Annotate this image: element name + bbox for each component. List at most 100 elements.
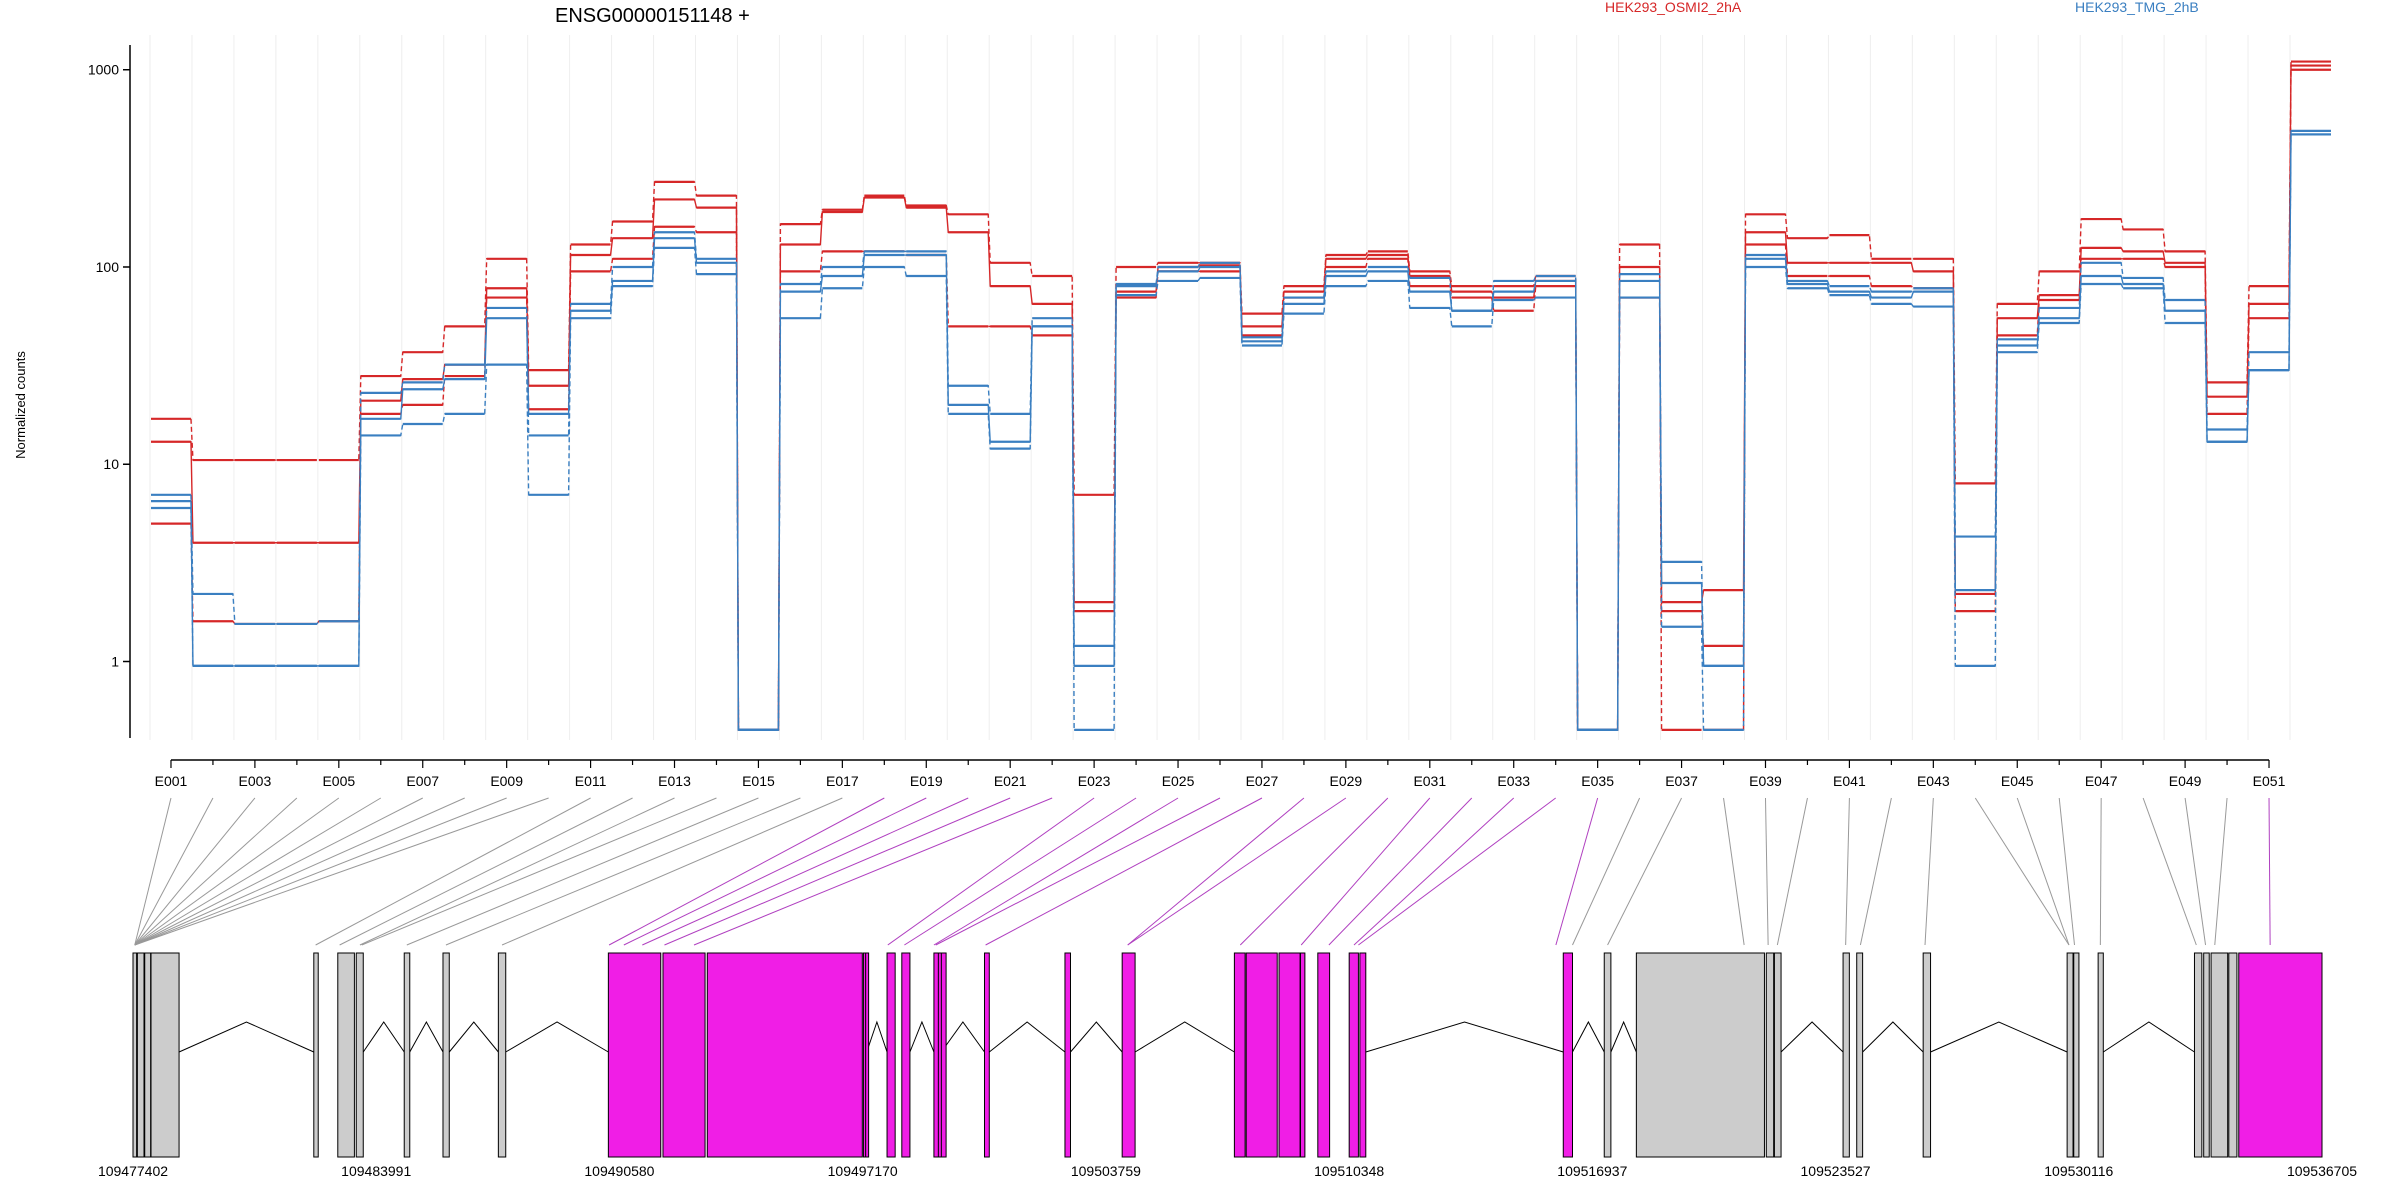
exon-connector <box>1556 798 1598 945</box>
exon-block <box>1774 953 1781 1157</box>
intron-line <box>1135 1022 1234 1052</box>
exon-block-highlighted <box>1349 953 1358 1157</box>
exon-connector <box>360 798 675 945</box>
genomic-tick-label: 109503759 <box>1071 1163 1141 1179</box>
x-tick-label: E045 <box>2001 773 2034 789</box>
exon-block <box>2067 953 2073 1157</box>
x-tick-label: E001 <box>155 773 188 789</box>
x-tick-label: E031 <box>1413 773 1446 789</box>
exon-block <box>2074 953 2079 1157</box>
intron-line <box>1070 1022 1122 1052</box>
exon-connector <box>407 798 759 945</box>
exon-block-highlighted <box>866 953 869 1157</box>
exon-connector <box>986 798 1262 945</box>
legend-entry-osmi2: HEK293_OSMI2_2hA <box>1605 0 1742 15</box>
x-tick-label: E041 <box>1833 773 1866 789</box>
genomic-tick-label: 109523527 <box>1801 1163 1871 1179</box>
exon-connector <box>316 798 591 945</box>
genomic-tick-label: 109477402 <box>98 1163 168 1179</box>
genomic-tick-label: 109510348 <box>1314 1163 1384 1179</box>
exon-block-highlighted <box>608 953 660 1157</box>
intron-line <box>867 1022 887 1052</box>
exon-connector <box>135 798 381 945</box>
x-tick-label: E011 <box>575 773 607 789</box>
genomic-coordinate-axis: 109477402 109483991 109490580 109497170 1095… <box>98 1163 2357 1179</box>
genomic-tick-label: 109530116 <box>2044 1163 2113 1179</box>
exon-connector <box>1354 798 1514 945</box>
exon-connector <box>1777 798 1807 945</box>
x-tick-label: E029 <box>1330 773 1363 789</box>
exon-connector <box>2269 798 2270 945</box>
exon-connector <box>1128 798 1304 945</box>
intron-line <box>2103 1022 2194 1052</box>
genomic-tick-label: 109497170 <box>828 1163 898 1179</box>
x-tick-label: E007 <box>406 773 439 789</box>
x-tick-label: E043 <box>1917 773 1950 789</box>
x-tick-label: E021 <box>994 773 1027 789</box>
exon-block <box>2098 953 2103 1157</box>
exon-connector <box>1975 798 2069 945</box>
exon-connector <box>1572 798 1639 945</box>
exon-block <box>2211 953 2228 1157</box>
y-tick-label: 10 <box>103 456 119 472</box>
exon-connector <box>664 798 1010 945</box>
exon-connector <box>1608 798 1682 945</box>
exon-block <box>137 953 144 1157</box>
x-tick-label: E047 <box>2085 773 2118 789</box>
exon-block <box>1843 953 1849 1157</box>
exon-block-highlighted <box>1122 953 1135 1157</box>
exon-block <box>1923 953 1930 1157</box>
exon-block-highlighted <box>707 953 862 1157</box>
x-tick-label: E025 <box>1162 773 1195 789</box>
exon-block-highlighted <box>1318 953 1330 1157</box>
y-tick-label: 100 <box>96 259 120 275</box>
exon-block-highlighted <box>1246 953 1277 1157</box>
x-tick-label: E003 <box>239 773 272 789</box>
x-tick-label: E027 <box>1246 773 1279 789</box>
exon-block-highlighted <box>938 953 941 1157</box>
y-tick-label: 1 <box>111 654 119 670</box>
exon-block <box>443 953 449 1157</box>
exon-connector <box>1925 798 1933 945</box>
x-tick-label: E049 <box>2169 773 2202 789</box>
exon-connector <box>135 798 507 945</box>
y-axis-label: Normalized counts <box>13 351 28 459</box>
exon-connector <box>624 798 926 945</box>
exon-gridlines <box>150 35 2290 740</box>
exon-block-highlighted <box>1279 953 1300 1157</box>
exon-block <box>2229 953 2237 1157</box>
exon-block <box>145 953 151 1157</box>
exon-connector <box>1860 798 1891 945</box>
intron-line <box>1863 1022 1924 1052</box>
exon-block-highlighted <box>1300 953 1304 1157</box>
exon-block-highlighted <box>1563 953 1572 1157</box>
exon-block <box>338 953 355 1157</box>
exon-block-highlighted <box>887 953 895 1157</box>
exon-connector <box>1329 798 1472 945</box>
exon-block-highlighted <box>1065 953 1071 1157</box>
genomic-tick-label: 109536705 <box>2287 1163 2357 1179</box>
genomic-tick-label: 109516937 <box>1557 1163 1627 1179</box>
exon-block-highlighted <box>902 953 910 1157</box>
x-tick-label: E051 <box>2253 773 2286 789</box>
x-tick-label: E005 <box>322 773 355 789</box>
exon-block-highlighted <box>1234 953 1245 1157</box>
intron-line <box>1781 1022 1843 1052</box>
exon-block <box>151 953 179 1157</box>
exon-connector <box>135 798 423 945</box>
x-tick-label: E023 <box>1078 773 1111 789</box>
exon-block-highlighted <box>984 953 989 1157</box>
x-tick-label: E035 <box>1581 773 1614 789</box>
exon-connector <box>1724 798 1745 945</box>
x-tick-label: E033 <box>1497 773 1530 789</box>
y-tick-label: 1000 <box>88 62 119 78</box>
intron-line <box>941 1022 984 1052</box>
exon-connector <box>135 798 213 945</box>
exon-connector <box>1846 798 1850 945</box>
x-tick-label: E015 <box>742 773 775 789</box>
x-tick-label: E039 <box>1749 773 1782 789</box>
exon-connector <box>1358 798 1555 945</box>
intron-line <box>410 1022 443 1052</box>
exon-block <box>1857 953 1863 1157</box>
exon-block-highlighted <box>663 953 705 1157</box>
